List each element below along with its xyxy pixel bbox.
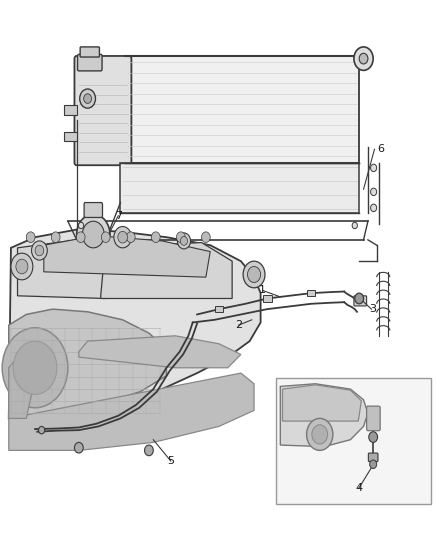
Circle shape — [145, 445, 153, 456]
Text: 2: 2 — [235, 320, 242, 330]
Polygon shape — [283, 385, 361, 421]
Circle shape — [370, 460, 377, 469]
Text: 4: 4 — [356, 483, 363, 492]
Circle shape — [247, 266, 261, 282]
FancyBboxPatch shape — [307, 290, 315, 296]
Circle shape — [78, 222, 84, 229]
Text: 6: 6 — [378, 144, 385, 154]
FancyBboxPatch shape — [80, 47, 99, 57]
Circle shape — [76, 232, 85, 243]
Circle shape — [39, 426, 45, 434]
Text: 7: 7 — [115, 211, 122, 221]
Polygon shape — [101, 243, 232, 298]
Circle shape — [180, 237, 187, 245]
FancyBboxPatch shape — [263, 295, 272, 302]
Circle shape — [2, 328, 68, 408]
FancyBboxPatch shape — [64, 132, 77, 141]
Polygon shape — [280, 384, 368, 447]
Polygon shape — [9, 373, 254, 450]
Circle shape — [371, 164, 377, 172]
Circle shape — [355, 293, 364, 304]
FancyBboxPatch shape — [354, 296, 367, 306]
Polygon shape — [44, 236, 210, 277]
FancyBboxPatch shape — [367, 406, 380, 431]
FancyBboxPatch shape — [215, 306, 223, 312]
Circle shape — [11, 253, 33, 280]
FancyBboxPatch shape — [276, 378, 431, 504]
FancyBboxPatch shape — [78, 54, 102, 71]
Circle shape — [243, 261, 265, 288]
Circle shape — [177, 232, 185, 243]
Circle shape — [369, 432, 378, 442]
Circle shape — [26, 232, 35, 243]
Circle shape — [352, 222, 357, 229]
Polygon shape — [79, 336, 241, 368]
Circle shape — [354, 47, 373, 70]
Polygon shape — [18, 237, 109, 298]
Circle shape — [371, 188, 377, 196]
FancyBboxPatch shape — [125, 56, 359, 163]
Circle shape — [201, 232, 210, 243]
Circle shape — [51, 232, 60, 243]
Circle shape — [118, 231, 127, 243]
Circle shape — [312, 425, 328, 444]
Circle shape — [35, 245, 44, 256]
Circle shape — [82, 221, 104, 248]
FancyBboxPatch shape — [64, 105, 77, 115]
Circle shape — [77, 214, 110, 255]
Circle shape — [13, 341, 57, 394]
Circle shape — [32, 241, 47, 260]
Circle shape — [371, 204, 377, 212]
Text: 5: 5 — [167, 456, 174, 466]
FancyBboxPatch shape — [74, 56, 131, 165]
Polygon shape — [9, 357, 35, 418]
Circle shape — [74, 442, 83, 453]
FancyBboxPatch shape — [120, 163, 359, 213]
Circle shape — [127, 232, 135, 243]
Polygon shape — [9, 309, 166, 418]
Circle shape — [177, 233, 191, 249]
Text: 3: 3 — [369, 304, 376, 314]
Circle shape — [307, 418, 333, 450]
FancyBboxPatch shape — [368, 453, 378, 462]
Circle shape — [80, 89, 95, 108]
Text: 1: 1 — [259, 286, 266, 295]
Circle shape — [114, 227, 131, 248]
Circle shape — [152, 232, 160, 243]
Circle shape — [101, 232, 110, 243]
FancyBboxPatch shape — [84, 203, 102, 217]
Circle shape — [84, 94, 92, 103]
Circle shape — [16, 259, 28, 274]
Circle shape — [359, 53, 368, 64]
Polygon shape — [9, 229, 261, 421]
